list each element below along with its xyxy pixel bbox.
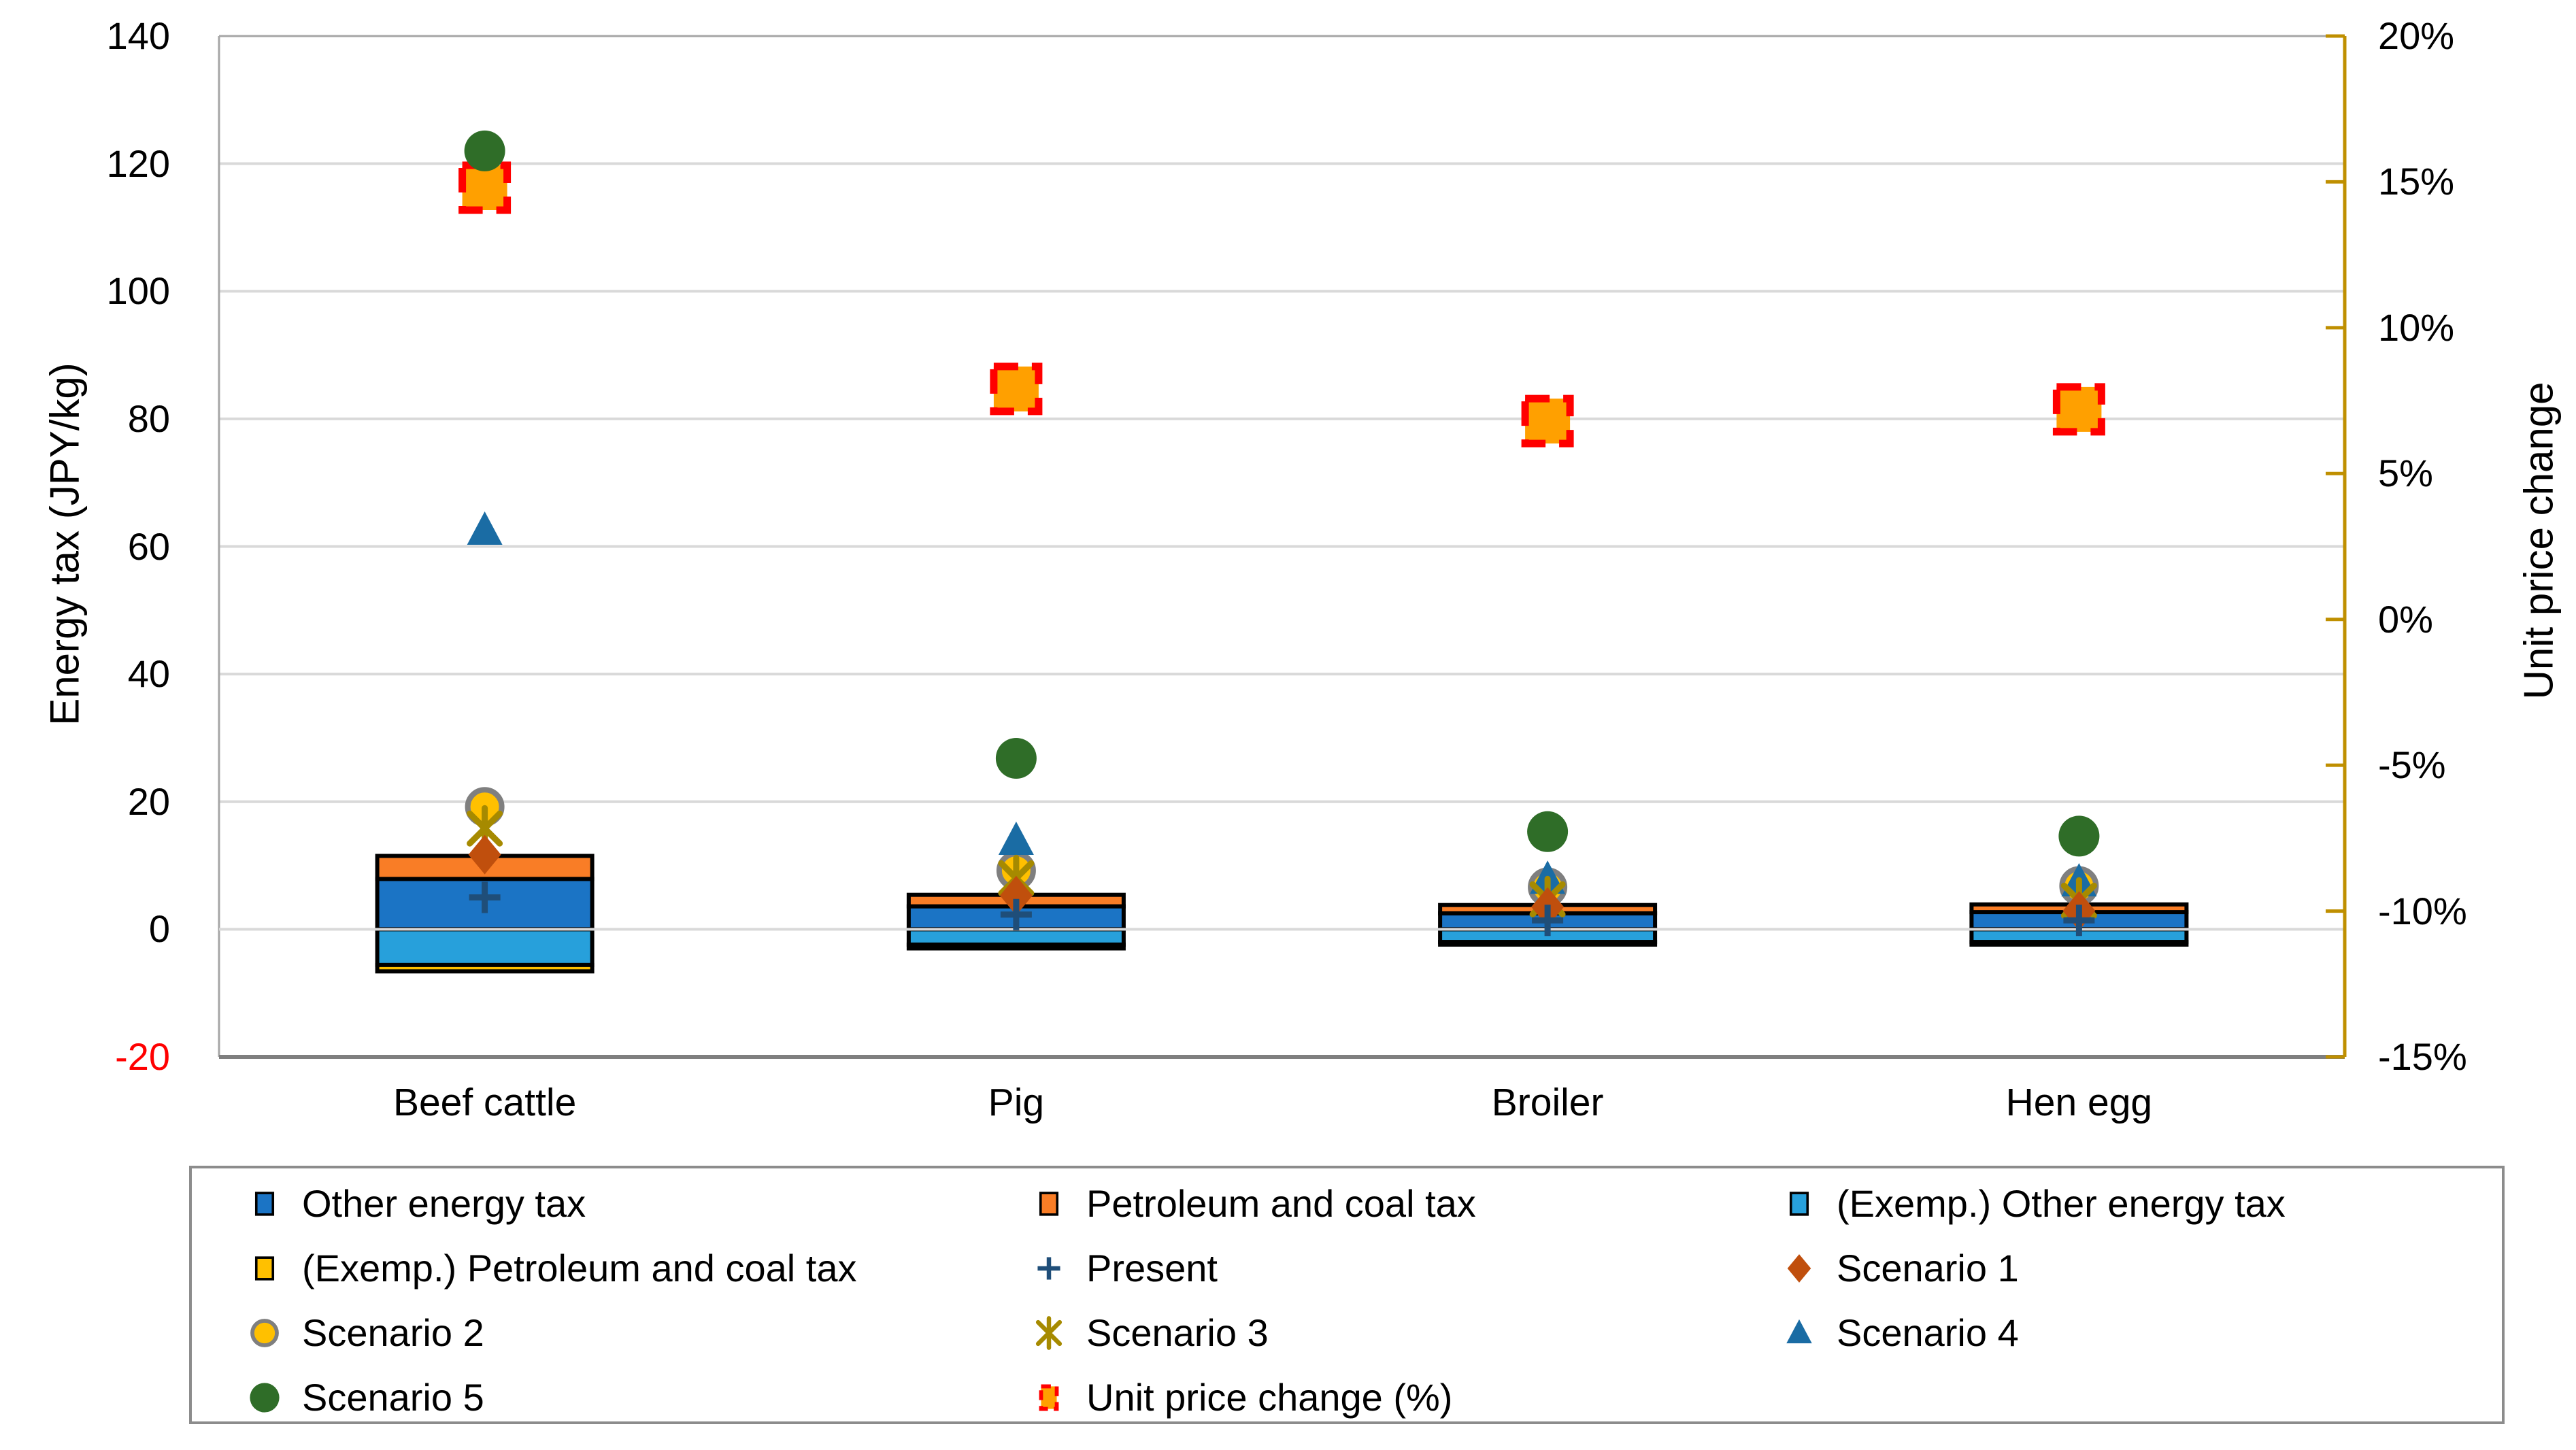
legend-marker-svg-other-energy-tax (254, 1192, 275, 1216)
legend-label-scenario-2: Scenario 2 (302, 1311, 484, 1354)
marker-present-pig (1000, 898, 1032, 930)
category-label-pig: Pig (988, 1081, 1045, 1124)
bar-segment-exemp-petroleum-and-coal-tax-broiler (1438, 940, 1658, 947)
legend-marker-svg-scenario-3 (1035, 1316, 1063, 1350)
legend-marker-other-energy-tax (254, 1192, 275, 1216)
y-axis-tick-20: 20 (127, 779, 170, 823)
y-axis-tick-140: 140 (106, 14, 170, 57)
marker-scenario-5-beef-cattle (464, 130, 505, 171)
marker-present-broiler (1532, 905, 1564, 937)
legend-item-present: Present (1018, 1238, 1218, 1299)
legend-item-scenario-5: Scenario 5 (234, 1367, 484, 1428)
right-axis-tick-label--15: -15% (2378, 1035, 2467, 1078)
legend-marker-svg-scenario-1 (1787, 1254, 1811, 1283)
marker-unit-price-change-broiler (1521, 394, 1574, 448)
legend-marker-svg-unit-price-change (1039, 1384, 1059, 1411)
legend-marker-exemp-petroleum-and-coal-tax (254, 1256, 275, 1281)
legend-box: Other energy tax Petroleum and coal tax (E… (189, 1166, 2505, 1424)
legend-item-unit-price-change: Unit price change (%) (1018, 1367, 1452, 1428)
legend-marker-svg-scenario-4 (1786, 1319, 1812, 1344)
legend-marker-scenario-4 (1786, 1319, 1812, 1344)
bar-segment-exemp-petroleum-and-coal-tax-hen-egg (1969, 940, 2189, 947)
y-axis-tick-100: 100 (106, 269, 170, 313)
marker-scenario-5-pig (995, 738, 1037, 779)
legend-item-scenario-3: Scenario 3 (1018, 1302, 1269, 1364)
right-axis-tick-label-20: 20% (2378, 14, 2455, 57)
legend-marker-svg-exemp-other-energy-tax (1789, 1192, 1809, 1216)
legend-marker-scenario-3 (1035, 1316, 1063, 1350)
right-axis-title: Unit price change (2515, 382, 2562, 700)
category-label-hen-egg: Hen egg (2005, 1081, 2153, 1124)
legend-marker-svg-exemp-petroleum-and-coal-tax (254, 1256, 275, 1281)
legend-marker-exemp-other-energy-tax (1789, 1192, 1809, 1216)
legend-marker-present (1037, 1257, 1060, 1280)
y-axis-tick-40: 40 (127, 652, 170, 696)
right-axis-tick-label--10: -10% (2378, 889, 2467, 932)
y-axis-tick-0: 0 (148, 907, 170, 951)
legend-label-scenario-1: Scenario 1 (1837, 1247, 2019, 1289)
legend-item-scenario-4: Scenario 4 (1769, 1302, 2019, 1364)
legend-item-scenario-1: Scenario 1 (1769, 1238, 2019, 1299)
legend-label-exemp-other-energy-tax: (Exemp.) Other energy tax (1837, 1182, 2286, 1225)
y-axis-tick--20: -20 (115, 1035, 170, 1078)
legend-label-scenario-3: Scenario 3 (1086, 1311, 1269, 1354)
legend-marker-unit-price-change (1039, 1384, 1059, 1411)
marker-scenario-5-hen-egg (2058, 815, 2100, 857)
legend-label-exemp-petroleum-and-coal-tax: (Exemp.) Petroleum and coal tax (302, 1247, 857, 1289)
bar-segment-exemp-petroleum-and-coal-tax-pig (906, 942, 1126, 951)
bar-segment-exemp-petroleum-and-coal-tax-beef-cattle (375, 962, 595, 974)
marker-unit-price-change-beef-cattle (458, 161, 512, 214)
legend-marker-svg-petroleum-and-coal-tax (1039, 1192, 1059, 1216)
marker-unit-price-change-pig (990, 362, 1043, 416)
y-axis-tick-60: 60 (127, 524, 170, 568)
legend-marker-scenario-5 (250, 1383, 280, 1413)
legend-item-exemp-petroleum-and-coal-tax: (Exemp.) Petroleum and coal tax (234, 1238, 856, 1299)
marker-scenario-4-beef-cattle (467, 511, 503, 545)
legend-marker-scenario-2 (250, 1319, 279, 1347)
legend-marker-svg-scenario-2 (250, 1319, 279, 1347)
legend-item-exemp-other-energy-tax: (Exemp.) Other energy tax (1769, 1173, 2286, 1234)
legend-label-unit-price-change: Unit price change (%) (1086, 1376, 1453, 1419)
y-axis-tick-120: 120 (106, 141, 170, 185)
y-axis-tick-80: 80 (127, 397, 170, 440)
marker-scenario-1-beef-cattle (468, 834, 501, 875)
marker-scenario-5-broiler (1527, 811, 1569, 852)
legend-marker-scenario-1 (1787, 1254, 1811, 1283)
marker-scenario-1-pig (999, 875, 1033, 915)
legend-marker-petroleum-and-coal-tax (1039, 1192, 1059, 1216)
right-axis-tick-label-0: 0% (2378, 597, 2433, 641)
right-axis-tick-label--5: -5% (2378, 743, 2446, 787)
category-label-broiler: Broiler (1491, 1081, 1604, 1124)
legend-item-petroleum-and-coal-tax: Petroleum and coal tax (1018, 1173, 1476, 1234)
legend-label-other-energy-tax: Other energy tax (302, 1182, 586, 1225)
bar-segment-exemp-other-energy-tax-pig (906, 927, 1126, 947)
category-label-beef-cattle: Beef cattle (392, 1081, 577, 1124)
legend-label-petroleum-and-coal-tax: Petroleum and coal tax (1086, 1182, 1476, 1225)
marker-present-beef-cattle (469, 881, 501, 913)
legend-item-scenario-2: Scenario 2 (234, 1302, 484, 1364)
bar-segment-exemp-other-energy-tax-beef-cattle (375, 927, 595, 967)
legend-label-scenario-5: Scenario 5 (302, 1376, 484, 1419)
marker-present-hen-egg (2063, 905, 2095, 937)
legend-item-other-energy-tax: Other energy tax (234, 1173, 586, 1234)
right-axis-tick-label-5: 5% (2378, 452, 2433, 495)
right-axis-tick-label-15: 15% (2378, 160, 2455, 203)
legend-marker-svg-present (1037, 1257, 1060, 1280)
legend-label-scenario-4: Scenario 4 (1837, 1311, 2019, 1354)
marker-unit-price-change-hen-egg (2052, 383, 2105, 436)
legend-label-present: Present (1086, 1247, 1218, 1289)
legend-marker-svg-scenario-5 (250, 1383, 280, 1413)
right-axis-tick-label-10: 10% (2378, 305, 2455, 349)
marker-scenario-4-pig (998, 822, 1034, 855)
